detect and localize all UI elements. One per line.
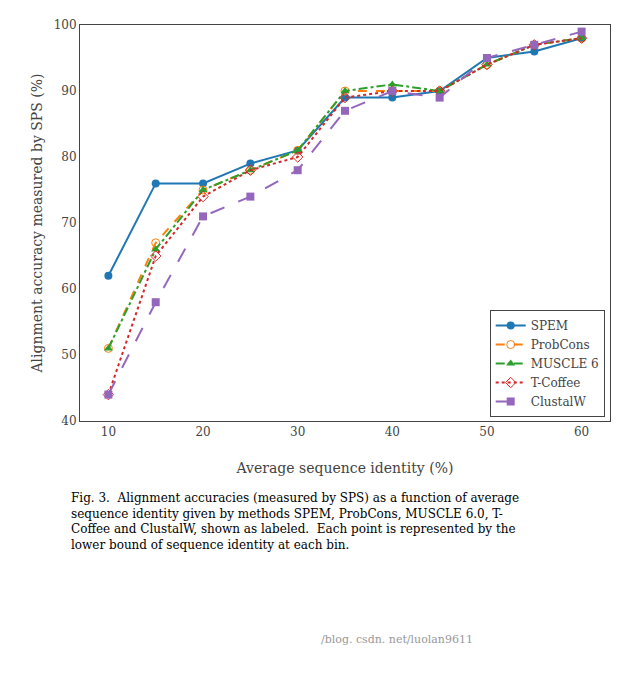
svg-text:90: 90 [61,84,76,98]
svg-text:Average sequence identity (%): Average sequence identity (%) [236,460,454,476]
svg-text:SPEM: SPEM [531,319,568,333]
svg-text:Fig. 3. Alignment accuracies: Fig. 3. Alignment accuracies (measured b… [71,491,519,552]
svg-text:100: 100 [54,18,77,32]
svg-text:50: 50 [61,348,76,362]
svg-text:ProbCons: ProbCons [531,338,590,352]
svg-text:80: 80 [61,150,76,164]
svg-text:T-Coffee: T-Coffee [531,376,581,390]
svg-text:10: 10 [101,425,116,439]
svg-text:40: 40 [61,414,76,428]
svg-text:50: 50 [479,425,494,439]
svg-text:/blog. csdn. net/luolan9611: /blog. csdn. net/luolan9611 [321,633,473,646]
svg-text:60: 60 [574,425,589,439]
svg-text:ClustalW: ClustalW [531,395,587,409]
svg-text:Alignment accuracy measured by: Alignment accuracy measured by SPS (%) [29,73,45,373]
svg-text:20: 20 [195,425,210,439]
svg-text:70: 70 [61,216,76,230]
svg-text:30: 30 [290,425,305,439]
svg-text:40: 40 [385,425,400,439]
svg-text:60: 60 [61,282,76,296]
svg-text:MUSCLE 6: MUSCLE 6 [531,357,599,371]
